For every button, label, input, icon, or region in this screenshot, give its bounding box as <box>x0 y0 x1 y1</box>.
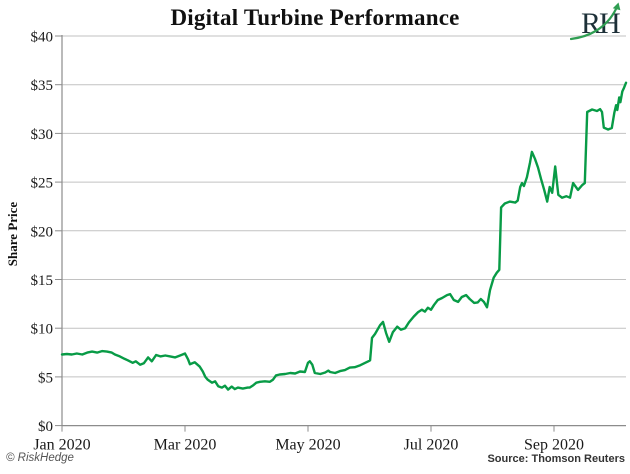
chart-title: Digital Turbine Performance <box>170 5 460 30</box>
x-tick-label: May 2020 <box>275 437 340 454</box>
y-tick-label: $20 <box>31 224 54 240</box>
price-line <box>60 81 628 391</box>
y-tick-label: $30 <box>31 127 54 143</box>
y-tick-label: $0 <box>38 419 53 435</box>
logo-arrow-icon <box>570 7 618 41</box>
x-tick-label: Sep 2020 <box>524 437 584 454</box>
x-tick-label: Mar 2020 <box>154 437 217 454</box>
y-tick-label: $5 <box>38 370 53 386</box>
y-tick-label: $15 <box>31 273 54 289</box>
source-note: Source: Thomson Reuters <box>487 453 625 465</box>
copyright-note: © RiskHedge <box>6 452 74 464</box>
y-tick-label: $35 <box>31 78 54 94</box>
y-axis-title: Share Price <box>5 201 20 267</box>
y-tick-label: $10 <box>31 322 54 338</box>
riskhedge-logo: RH <box>570 2 622 41</box>
x-tick-label: Jan 2020 <box>33 437 90 454</box>
logo-arrowhead-icon <box>612 2 621 11</box>
y-tick-label: $40 <box>31 30 54 46</box>
x-tick-label: Jul 2020 <box>404 437 459 454</box>
y-tick-label: $25 <box>31 176 54 192</box>
